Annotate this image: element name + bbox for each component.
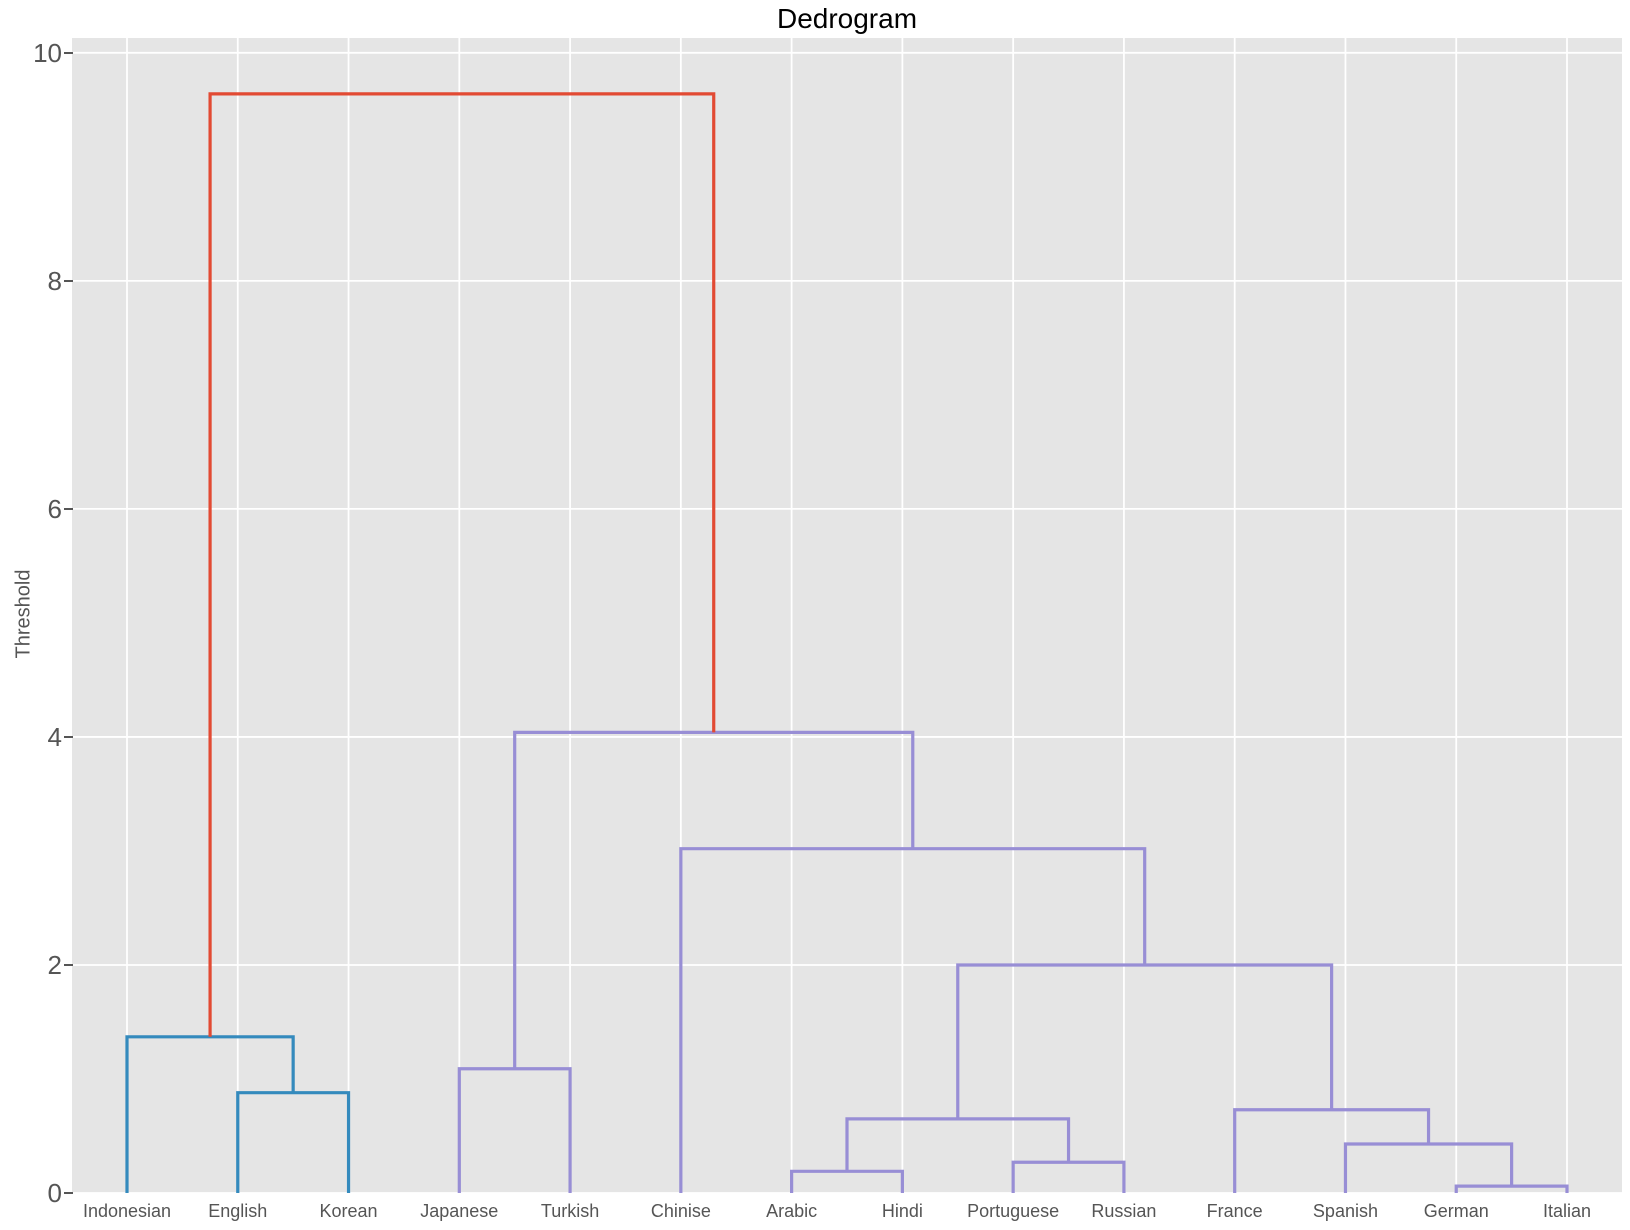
x-leaf-label-france: France (1206, 1201, 1263, 1221)
x-leaf-label-italian: Italian (1542, 1201, 1592, 1221)
x-leaf-label-russian: Russian (1091, 1201, 1157, 1221)
dendrogram-link-1 (125, 1035, 295, 1193)
y-tick-label-0: 0 (47, 1178, 62, 1208)
x-leaf-label-indonesian: Indonesian (82, 1201, 172, 1221)
x-leaf-label-hindi: Hindi (881, 1201, 923, 1221)
x-leaf-label-chinise: Chinise (650, 1201, 711, 1221)
x-leaf-label-korean: Korean (319, 1201, 378, 1221)
x-leaf-label-arabic: Arabic (766, 1201, 818, 1221)
y-tick-mark-0 (64, 1192, 73, 1194)
dendrogram-link-4 (1011, 1160, 1126, 1193)
y-axis-label: Threshold (12, 569, 35, 659)
plot-background (72, 38, 1622, 1193)
x-leaf-label-spanish: Spanish (1312, 1201, 1378, 1221)
y-tick-label-10: 10 (33, 37, 62, 68)
y-tick-label-2: 2 (47, 949, 62, 980)
y-tick-mark-10 (64, 51, 73, 54)
x-leaf-label-portuguese: Portuguese (967, 1201, 1060, 1221)
chart-title: Dedrogram (776, 3, 918, 34)
x-leaf-label-english: English (208, 1201, 268, 1221)
dendrogram-link-6 (845, 1117, 1071, 1172)
y-tick-mark-8 (64, 279, 73, 282)
x-leaf-label-german: German (1423, 1201, 1489, 1221)
y-tick-label-6: 6 (47, 493, 62, 524)
y-tick-mark-2 (64, 963, 73, 966)
dendrogram-svg (72, 38, 1622, 1193)
x-leaf-label-turkish: Turkish (540, 1201, 600, 1221)
y-tick-label-4: 4 (47, 721, 62, 752)
x-leaf-label-japanese: Japanese (420, 1201, 499, 1221)
y-tick-mark-6 (64, 507, 73, 510)
dendrogram-link-7 (1233, 1108, 1431, 1193)
dendrogram-link-3 (790, 1169, 904, 1193)
dendrogram-link-12 (208, 92, 716, 1037)
plot-area (72, 38, 1622, 1193)
y-tick-mark-4 (64, 735, 73, 738)
y-tick-label-8: 8 (47, 265, 62, 296)
dendrogram-link-2 (1454, 1184, 1569, 1193)
